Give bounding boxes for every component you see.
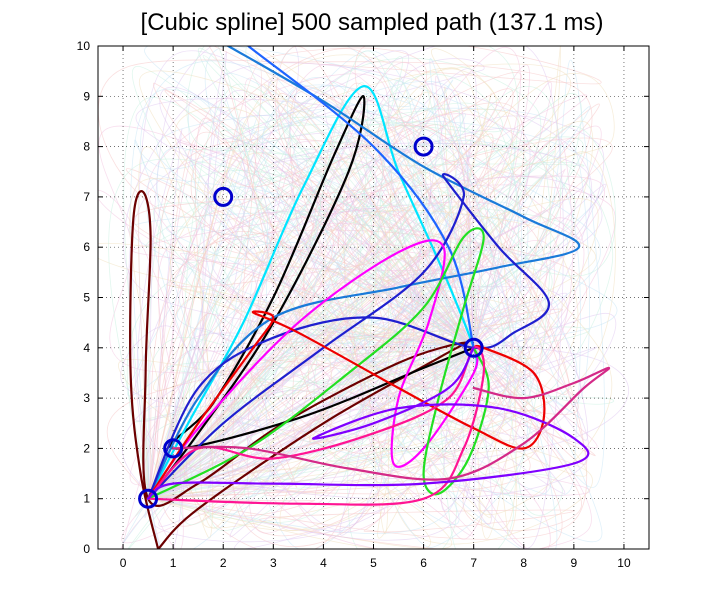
background-path <box>123 46 519 499</box>
background-path <box>147 55 582 499</box>
y-tick-label: 6 <box>83 240 90 254</box>
x-tick-label: 7 <box>470 556 477 570</box>
background-path <box>147 347 512 511</box>
y-tick-label: 8 <box>83 140 90 154</box>
background-path <box>147 313 474 499</box>
background-path <box>108 125 616 499</box>
background-path <box>147 48 596 499</box>
background-path <box>147 94 598 531</box>
background-path <box>133 46 544 499</box>
background-path <box>120 172 474 549</box>
waypoint-markers <box>138 136 484 509</box>
x-tick-labels: 0 1 2 3 4 5 6 7 8 9 10 <box>120 556 631 570</box>
background-path <box>147 204 573 499</box>
background-path <box>128 58 485 499</box>
y-tick-label: 2 <box>83 441 90 455</box>
y-tick-label: 4 <box>83 341 90 355</box>
x-tick-label: 2 <box>220 556 227 570</box>
background-path <box>145 84 514 549</box>
waypoint-marker-2 <box>163 438 184 459</box>
x-tick-label: 0 <box>120 556 127 570</box>
series-line-5 <box>247 46 475 349</box>
y-tick-label: 1 <box>83 492 90 506</box>
y-tick-labels: 0 1 2 3 4 5 6 7 8 9 10 <box>77 39 91 556</box>
background-path <box>147 86 551 500</box>
background-path <box>126 83 614 518</box>
series-line-9 <box>147 310 546 500</box>
background-path <box>145 102 553 500</box>
series-line-11 <box>147 346 590 500</box>
background-path <box>147 56 493 499</box>
background-path <box>122 198 500 544</box>
series-line-3 <box>147 85 478 500</box>
waypoint-marker-3 <box>213 186 234 207</box>
background-path <box>147 63 571 519</box>
x-tick-label: 3 <box>270 556 277 570</box>
series-line-2 <box>147 95 475 500</box>
background-path <box>148 211 543 537</box>
background-path <box>148 48 579 531</box>
series-line-6 <box>147 173 550 500</box>
x-tick-label: 10 <box>617 556 631 570</box>
background-path <box>147 73 615 499</box>
x-tick-label: 5 <box>370 556 377 570</box>
series-line-10 <box>147 345 486 506</box>
background-path <box>147 73 550 500</box>
background-path <box>130 58 558 549</box>
x-tick-label: 6 <box>420 556 427 570</box>
series-line-7 <box>147 239 479 500</box>
series-line-4 <box>147 46 581 500</box>
waypoint-marker-4 <box>413 136 434 157</box>
series-line-12 <box>172 366 611 481</box>
background-path <box>147 47 613 515</box>
series-line-1 <box>129 190 467 549</box>
background-path <box>148 135 588 549</box>
background-path <box>106 124 563 499</box>
background-path <box>147 138 573 499</box>
x-tick-label: 8 <box>520 556 527 570</box>
y-tick-label: 9 <box>83 89 90 103</box>
highlighted-paths <box>129 46 611 549</box>
background-path <box>147 209 546 500</box>
background-path <box>148 175 605 533</box>
axis-ticks <box>98 45 649 550</box>
background-path <box>147 116 505 500</box>
x-tick-label: 1 <box>170 556 177 570</box>
background-path <box>117 108 593 545</box>
waypoint-marker-5 <box>463 337 484 358</box>
series-line-8 <box>147 227 490 500</box>
background-path <box>147 106 474 500</box>
y-tick-label: 10 <box>77 39 91 53</box>
x-tick-label: 4 <box>320 556 327 570</box>
x-tick-label: 9 <box>571 556 578 570</box>
background-path <box>147 127 539 500</box>
background-path <box>147 122 545 525</box>
y-tick-label: 7 <box>83 190 90 204</box>
background-path <box>137 100 590 525</box>
waypoint-marker-1 <box>138 488 159 509</box>
y-tick-label: 3 <box>83 391 90 405</box>
background-path <box>147 90 613 500</box>
background-path <box>138 70 474 499</box>
chart-title: [Cubic spline] 500 sampled path (137.1 m… <box>141 9 604 36</box>
y-tick-label: 5 <box>83 291 90 305</box>
background-path <box>147 50 552 499</box>
y-tick-label: 0 <box>83 542 90 556</box>
background-path <box>148 132 566 541</box>
